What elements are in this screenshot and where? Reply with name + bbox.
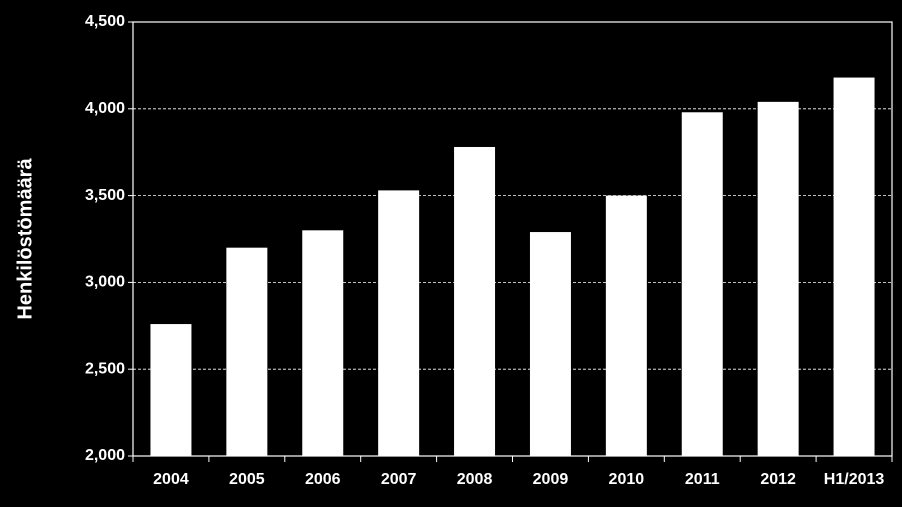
bar [529, 232, 571, 456]
x-tick-label: 2004 [153, 471, 189, 488]
x-tick-label: 2012 [760, 471, 796, 488]
plot-border [132, 21, 893, 457]
bar [150, 324, 192, 456]
x-tick-label: 2011 [685, 471, 720, 488]
y-axis-label: Henkilöstömäärä [14, 158, 36, 320]
x-tick-label: 2006 [305, 471, 341, 488]
x-tick-label: 2009 [533, 471, 569, 488]
x-tick-label: 2007 [381, 471, 417, 488]
bar [302, 230, 344, 456]
x-tick-label: 2005 [229, 471, 265, 488]
y-tick-label: 2,000 [85, 447, 125, 464]
bar [226, 247, 268, 456]
x-tick-label: 2010 [609, 471, 645, 488]
y-tick-label: 3,000 [85, 274, 125, 291]
bar [378, 190, 420, 456]
y-tick-label: 4,500 [85, 13, 125, 30]
bar [681, 112, 723, 456]
y-tick-label: 3,500 [85, 187, 125, 204]
x-tick-label: 2008 [457, 471, 493, 488]
y-tick-label: 2,500 [85, 360, 125, 377]
y-tick-label: 4,000 [85, 100, 125, 117]
bar [833, 77, 875, 456]
bar [454, 146, 496, 456]
bar [757, 101, 799, 456]
x-tick-label: H1/2013 [824, 471, 885, 488]
bar [605, 195, 647, 456]
